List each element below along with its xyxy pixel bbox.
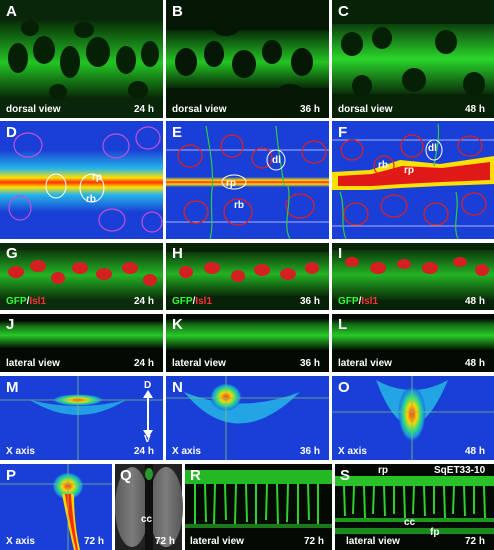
panel-caption-k: lateral view (172, 358, 226, 369)
panel-p (0, 464, 112, 550)
panel-letter-d: D (6, 124, 17, 141)
label-dl-f: dl (428, 143, 437, 154)
panel-time-h: 36 h (300, 296, 321, 307)
label-rb-e: rb (234, 200, 244, 211)
stain-label-h: GFP/Isl1 (172, 296, 212, 307)
panel-letter-i: I (338, 245, 343, 262)
panel-a (0, 0, 163, 118)
panel-s (335, 464, 494, 550)
panel-d (0, 121, 163, 239)
panel-time-r: 72 h (304, 536, 325, 547)
panel-caption-n: X axis (172, 446, 201, 457)
panel-letter-k: K (172, 316, 183, 333)
label-rp-d: rp (92, 172, 102, 183)
stain-isl-g: Isl1 (29, 296, 47, 307)
panel-letter-l: L (338, 316, 348, 333)
label-dl-e: dl (272, 155, 281, 166)
panel-time-n: 36 h (300, 446, 321, 457)
stain-gfp-g: GFP (6, 296, 27, 307)
stain-isl-i: Isl1 (361, 296, 379, 307)
panel-caption-o: X axis (338, 446, 367, 457)
panel-letter-s: S (340, 467, 351, 484)
panel-letter-b: B (172, 3, 183, 20)
panel-caption-c: dorsal view (338, 104, 393, 115)
label-rp-s: rp (378, 465, 388, 476)
panel-letter-h: H (172, 245, 183, 262)
stain-sep-h: / (192, 296, 196, 307)
label-rp-e: rp (226, 178, 236, 189)
panel-caption-b: dorsal view (172, 104, 227, 115)
panel-time-p: 72 h (84, 536, 105, 547)
panel-time-k: 36 h (300, 358, 321, 369)
panel-letter-c: C (338, 3, 349, 20)
panel-r (185, 464, 332, 550)
panel-time-j: 24 h (134, 358, 155, 369)
panel-g (0, 243, 163, 310)
label-cc-s: cc (404, 517, 416, 528)
panel-caption-m: X axis (6, 446, 35, 457)
stain-label-i: GFP/Isl1 (338, 296, 378, 307)
label-rp-f: rp (404, 165, 414, 176)
panel-k (166, 314, 329, 372)
panel-time-m: 24 h (134, 446, 155, 457)
panel-letter-n: N (172, 379, 183, 396)
panel-e (166, 121, 329, 240)
panel-time-l: 48 h (465, 358, 486, 369)
panel-f (332, 121, 494, 240)
stain-gfp-i: GFP (338, 296, 359, 307)
stain-sep-i: / (358, 296, 362, 307)
panel-letter-a: A (6, 3, 17, 20)
label-cc-q: cc (141, 514, 153, 525)
panel-letter-g: G (6, 245, 18, 262)
panel-n (166, 376, 329, 460)
panel-time-i: 48 h (465, 296, 486, 307)
panel-letter-e: E (172, 124, 183, 141)
panel-letter-r: R (190, 467, 201, 484)
panel-letter-f: F (338, 124, 348, 141)
panel-time-c: 48 h (465, 104, 486, 115)
panel-caption-r: lateral view (190, 536, 244, 547)
panel-time-s: 72 h (465, 536, 486, 547)
label-fp-s: fp (430, 527, 440, 538)
panel-l (332, 314, 494, 372)
panel-caption-j: lateral view (6, 358, 60, 369)
stain-label-g: GFP/Isl1 (6, 296, 46, 307)
panel-m (0, 376, 163, 460)
strain-label-s: SqET33-10 (434, 465, 486, 476)
panel-j (0, 314, 163, 372)
panel-letter-q: Q (120, 467, 132, 484)
stain-isl-h: Isl1 (195, 296, 213, 307)
panel-h (166, 243, 329, 310)
panel-letter-p: P (6, 467, 17, 484)
panel-c (332, 0, 494, 118)
panel-i (332, 243, 494, 310)
label-rb-d: rb (86, 194, 96, 205)
axis-label-ventral: V (144, 434, 151, 445)
panel-caption-a: dorsal view (6, 104, 61, 115)
panel-time-q: 72 h (155, 536, 176, 547)
panel-o (332, 376, 494, 460)
panel-time-o: 48 h (465, 446, 486, 457)
label-rb-f: rb (378, 160, 388, 171)
panel-letter-j: J (6, 316, 15, 333)
panel-b (166, 0, 329, 118)
panel-caption-p: X axis (6, 536, 35, 547)
axis-label-dorsal: D (144, 380, 152, 391)
panel-caption-s: lateral view (346, 536, 400, 547)
stain-gfp-h: GFP (172, 296, 193, 307)
panel-q (115, 464, 183, 550)
stain-sep-g: / (26, 296, 30, 307)
panel-time-a: 24 h (134, 104, 155, 115)
panel-time-g: 24 h (134, 296, 155, 307)
panel-letter-m: M (6, 379, 19, 396)
panel-caption-l: lateral view (338, 358, 392, 369)
panel-time-b: 36 h (300, 104, 321, 115)
panel-letter-o: O (338, 379, 350, 396)
